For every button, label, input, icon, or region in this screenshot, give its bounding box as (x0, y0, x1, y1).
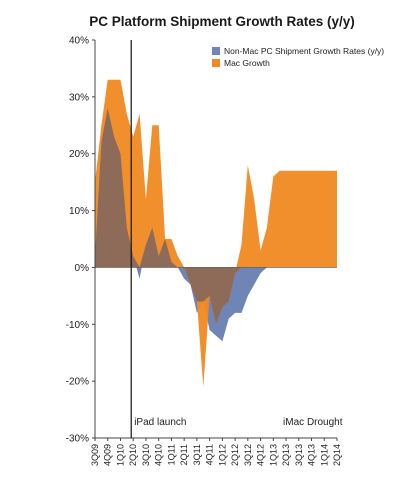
x-tick-label: 1Q13 (268, 444, 278, 466)
x-tick-label: 4Q10 (154, 444, 164, 466)
y-tick-label: 20% (69, 149, 89, 160)
x-tick-label: 4Q13 (307, 444, 317, 466)
x-tick-label: 3Q11 (192, 444, 202, 465)
legend-swatch-mac (212, 59, 220, 67)
x-tick-label: 3Q10 (141, 444, 151, 466)
x-axis: 3Q09 4Q09 1Q10 2Q10 3Q10 4Q10 1Q11 2Q11 3Q11 4Q11… (90, 267, 342, 466)
x-tick-label: 1Q11 (166, 444, 176, 465)
legend-label-non-mac: Non-Mac PC Shipment Growth Rates (y/y) (224, 46, 384, 56)
y-tick-label: 10% (69, 206, 89, 217)
x-tick-label: 4Q12 (256, 444, 266, 466)
y-tick-label: -30% (66, 434, 89, 445)
y-axis: -30% -20% -10% 0% 10% 20% 30% 40% (66, 36, 96, 445)
plot-area (95, 79, 337, 387)
y-tick-label: 0% (75, 263, 90, 274)
imac-drought-label: iMac Drought (283, 417, 343, 428)
x-tick-label: 3Q12 (243, 444, 253, 466)
legend-swatch-non-mac (212, 47, 220, 55)
x-tick-label: 4Q11 (205, 444, 215, 465)
x-tick-label: 1Q10 (116, 444, 126, 466)
x-tick-label: 2Q14 (332, 444, 342, 466)
x-tick-label: 1Q12 (217, 444, 227, 466)
series-area-mac (95, 79, 337, 387)
y-tick-label: 30% (69, 92, 89, 103)
x-tick-label: 2Q12 (230, 444, 240, 466)
x-tick-label: 3Q13 (294, 444, 304, 466)
legend-label-mac: Mac Growth (224, 58, 270, 68)
x-tick-label: 1Q14 (319, 444, 329, 466)
legend: Non-Mac PC Shipment Growth Rates (y/y) M… (212, 46, 384, 68)
x-tick-label: 4Q09 (103, 444, 113, 466)
y-tick-label: 40% (69, 36, 89, 47)
y-tick-label: -20% (66, 377, 89, 388)
chart-title: PC Platform Shipment Growth Rates (y/y) (89, 14, 355, 29)
x-tick-label: 2Q11 (179, 444, 189, 465)
x-tick-label: 3Q09 (90, 444, 100, 466)
annotations: iPad launch iMac Drought (130, 40, 343, 438)
x-tick-label: 2Q10 (128, 444, 138, 466)
ipad-launch-label: iPad launch (134, 417, 186, 428)
y-tick-label: -10% (66, 320, 89, 331)
x-tick-label: 2Q13 (281, 444, 291, 466)
series-overlap-area (95, 108, 337, 325)
